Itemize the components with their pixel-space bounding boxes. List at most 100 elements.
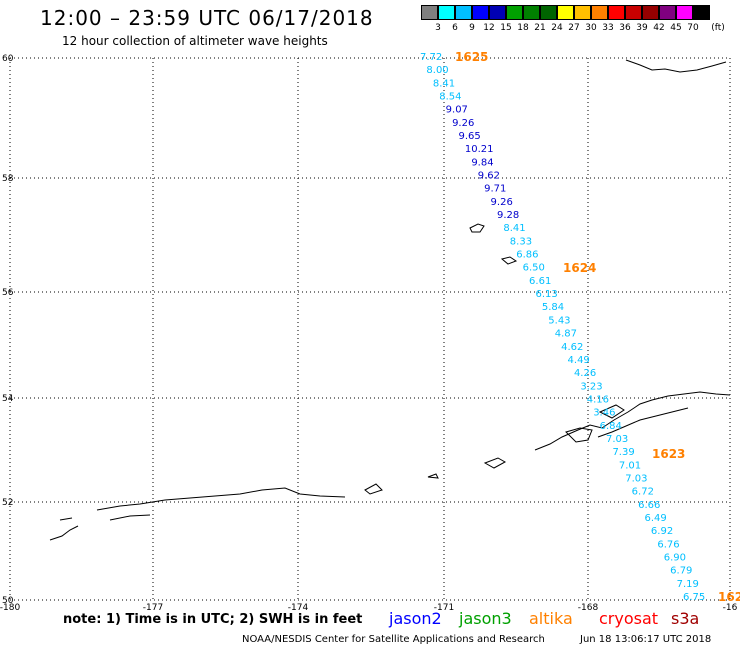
wave-height-label: 4.62 [561,342,583,353]
coastline-aleutians-west [49,487,346,541]
wave-height-label: 7.01 [619,460,641,471]
satellite-track: 7.72 8.00 8.41 8.54 9.07 9.26 9.65 10.21 9.84 9.6… [420,50,740,604]
legend-label: 33 [602,23,614,33]
lon-tick-label: -168 [578,603,599,613]
wave-height-label: 6.90 [664,552,686,563]
wave-height-label: 4.16 [587,394,609,405]
coastline-unimak [565,427,593,443]
legend-label: 24 [551,23,563,33]
legend-swatch [472,5,489,20]
coastline-alaska-peninsula [534,391,731,451]
wave-height-label: 7.03 [606,434,628,445]
wave-height-label: 8.54 [439,92,461,103]
wave-height-label: 6.84 [600,421,622,432]
wave-height-label: 7.03 [625,473,647,484]
lat-tick-label: 60 [2,54,14,64]
lat-tick-label: 50 [2,596,14,606]
wave-height-label: 4.49 [568,355,590,366]
coastline-unalaska [598,404,625,419]
wave-height-label: 6.79 [670,566,692,577]
legend-swatch [540,5,557,20]
lon-tick-label: -174 [288,603,309,613]
legend-swatch [608,5,625,20]
legend-swatch [421,5,438,20]
satellite-name-jason3: jason3 [459,609,512,628]
wave-height-label: 9.28 [497,210,519,221]
track-time-label: 1625 [455,50,488,64]
lat-tick-label: 52 [2,498,13,508]
wave-height-label: 6.50 [523,263,545,274]
wave-height-label: 3.23 [580,381,602,392]
legend-label: 27 [568,23,580,33]
coastline-aleutians-central [364,457,507,495]
map-title: 12:00 – 23:59 UTC 06/17/2018 [40,6,374,30]
legend-swatch [438,5,455,20]
coastline-alaska-north [625,59,727,73]
map-note: note: 1) Time is in UTC; 2) SWH is in fe… [63,612,363,627]
legend-swatch [557,5,574,20]
wave-height-label: 7.39 [612,447,634,458]
wave-height-label: 9.26 [452,118,474,129]
wave-height-label: 6.72 [632,487,654,498]
legend-label: 36 [619,23,631,33]
lon-tick-label: -177 [143,603,163,613]
lat-tick-label: 56 [2,288,14,298]
lon-tick-label: -16 [723,603,738,613]
wave-height-label: 9.71 [484,184,506,195]
legend-label: 42 [653,23,665,33]
wave-height-label: 4.26 [574,368,596,379]
wave-height-label: 8.41 [433,78,455,89]
wave-height-label: 6.13 [535,289,557,300]
legend-label: 39 [636,23,648,33]
wave-height-label: 4.87 [555,329,577,340]
legend-label: 12 [483,23,495,33]
satellite-name-altika: altika [529,609,573,628]
satellite-name-cryosat: cryosat [599,609,659,628]
map-grid: -180 -177 -174 -171 -168 -16 60 58 56 54 52 50 [0,54,738,613]
wave-height-label: 6.92 [651,526,673,537]
legend-swatch [625,5,642,20]
legend-swatch [506,5,523,20]
legend-label: 45 [670,23,682,33]
wave-height-label: 8.41 [503,223,525,234]
legend-swatch [574,5,591,20]
legend-swatch [676,5,693,20]
coastline-st-matthew [469,223,485,233]
legend-label: 3 [435,23,441,33]
generated-timestamp: Jun 18 13:06:17 UTC 2018 [580,634,712,645]
legend-label: 6 [452,23,458,33]
wave-height-label: 9.07 [446,105,468,116]
map-subtitle: 12 hour collection of altimeter wave hei… [62,34,328,48]
track-time-label: 1624 [563,261,596,275]
wave-height-label: 6.61 [529,276,551,287]
legend-swatch [489,5,506,20]
legend-label: 70 [687,23,699,33]
legend-unit: (ft) [711,23,725,33]
satellite-name-s3a: s3a [671,609,700,628]
coastline-pribilof [500,256,518,265]
lon-tick-label: -180 [0,603,20,613]
wave-height-label: 6.86 [516,250,538,261]
satellite-name-jason2: jason2 [389,609,442,628]
wave-height-label: 8.00 [426,65,448,76]
wave-height-label: 9.26 [491,197,513,208]
wave-height-label: 5.43 [548,315,570,326]
track-time-label: 162 [718,590,740,604]
lon-tick-label: -171 [434,603,454,613]
legend-label: 21 [534,23,546,33]
wave-height-label: 3.46 [593,408,615,419]
wave-height-label: 5.84 [542,302,564,313]
legend-label: 30 [585,23,597,33]
wave-height-label: 8.33 [510,236,532,247]
legend-swatch [659,5,676,20]
legend-label: 18 [517,23,529,33]
wave-height-label: 10.21 [465,144,494,155]
wave-height-label: 9.84 [471,157,493,168]
track-time-label: 1623 [652,447,685,461]
wave-height-label: 6.66 [638,500,660,511]
wave-height-label: 6.75 [683,592,705,603]
legend-swatch [591,5,608,20]
legend-label: 9 [469,23,475,33]
wave-height-label: 9.65 [458,131,480,142]
